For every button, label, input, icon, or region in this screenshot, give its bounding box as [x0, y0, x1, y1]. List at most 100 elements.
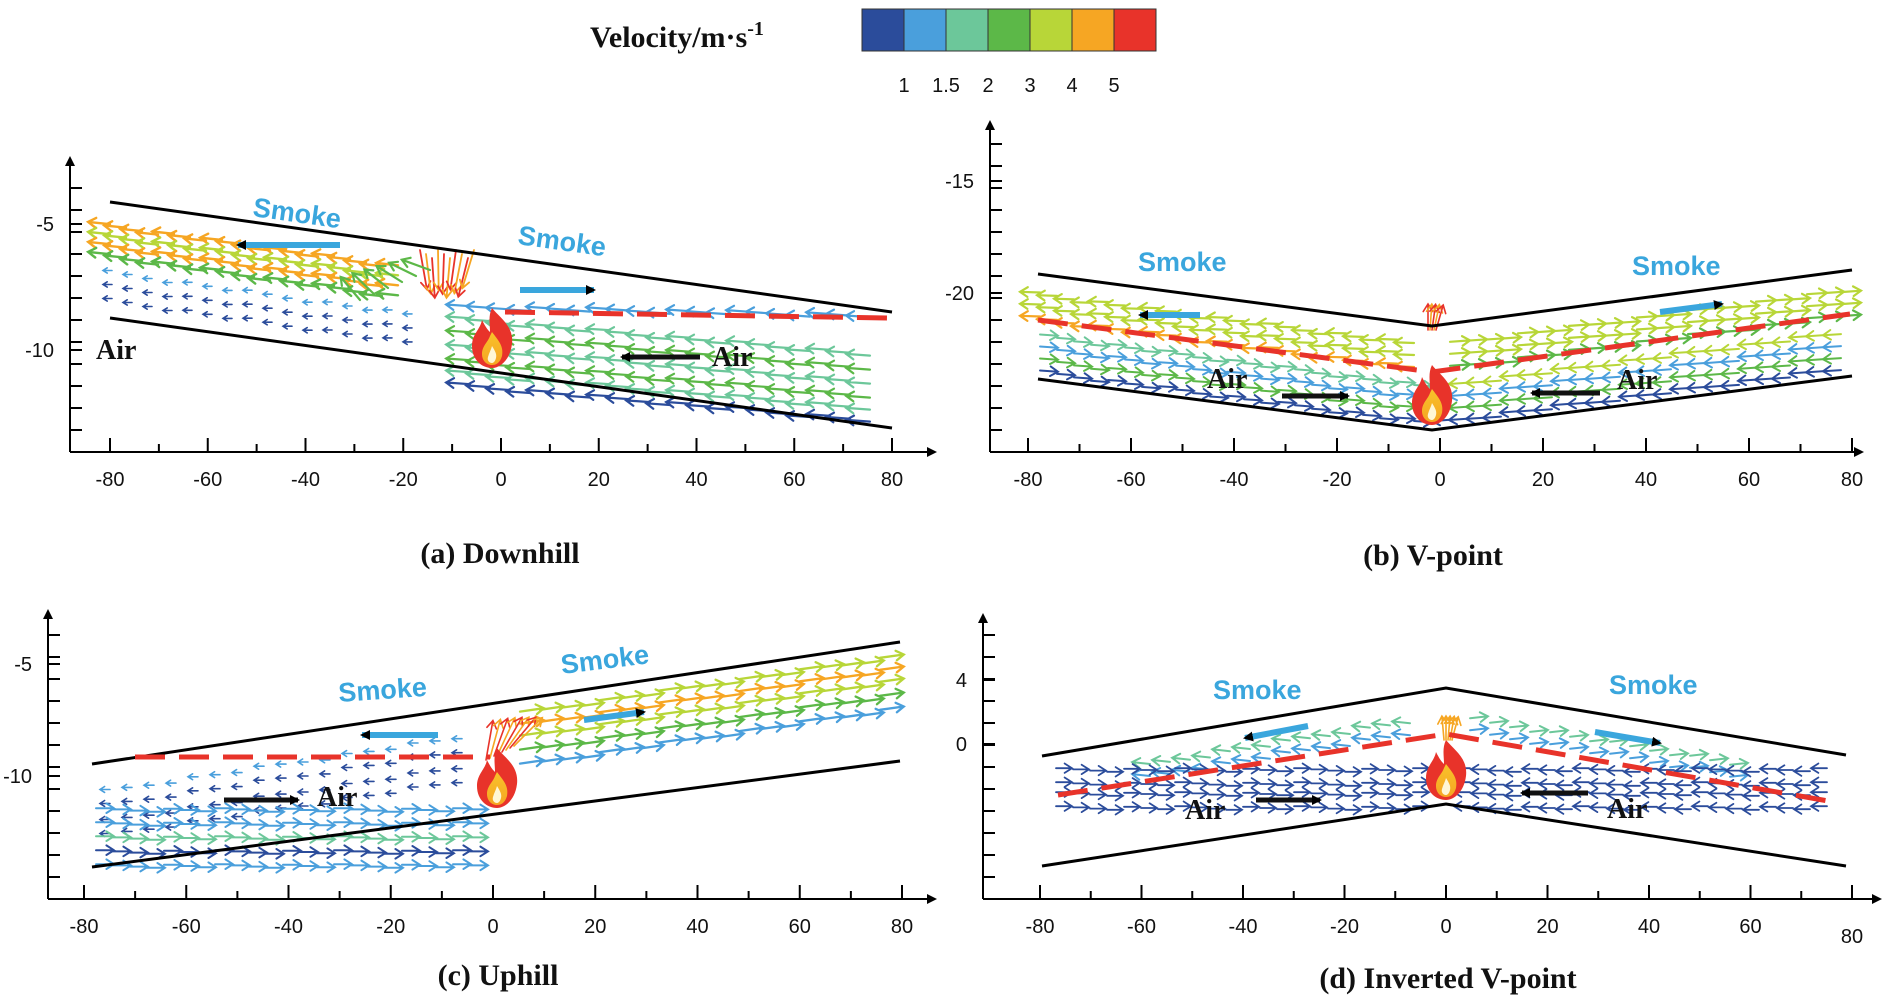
velocity-vector [544, 349, 572, 362]
velocity-vector [406, 739, 419, 747]
panel-uphill: -80 -60 -40 -20 0 20 40 60 80 -5 -10 Smoke Smoke A… [3, 609, 937, 992]
velocity-vector [1293, 800, 1312, 812]
velocity-vector [450, 779, 463, 787]
velocity-vector [1788, 292, 1813, 305]
velocity-vector [384, 834, 405, 846]
velocity-vector [504, 385, 532, 398]
velocity-vector [1554, 779, 1573, 791]
velocity-vector [1158, 381, 1179, 393]
velocity-vector [1486, 789, 1505, 801]
velocity-vector [1276, 803, 1295, 815]
velocity-vector [401, 859, 422, 871]
velocity-vector [197, 833, 218, 845]
velocity-vector [1090, 339, 1111, 352]
velocity-vector [1175, 372, 1196, 385]
velocity-vector [524, 332, 552, 345]
velocity-vector [428, 781, 441, 789]
velocity-vector [450, 253, 463, 295]
velocity-vector [1055, 762, 1074, 774]
velocity-vector [1226, 390, 1247, 403]
panel-a-tunnel-floor [109, 316, 893, 430]
velocity-vector [129, 818, 150, 831]
velocity-vector [1170, 752, 1191, 765]
velocity-vector [1719, 343, 1740, 356]
velocity-vector [1737, 312, 1762, 324]
velocity-vector [469, 845, 490, 858]
velocity-vector [484, 371, 512, 383]
velocity-vector [1520, 777, 1539, 789]
legend-tick-label: 4 [1066, 75, 1077, 97]
velocity-vector [384, 862, 405, 874]
velocity-vector [664, 344, 692, 357]
velocity-vector [186, 773, 199, 781]
velocity-vector [1515, 393, 1536, 405]
velocity-vector [1362, 373, 1383, 386]
velocity-vector [1396, 376, 1417, 389]
velocity-vector [1589, 746, 1610, 758]
velocity-vector [435, 805, 456, 817]
velocity-vector [435, 861, 456, 873]
velocity-vector [1481, 399, 1502, 412]
velocity-vector [1707, 787, 1726, 799]
velocity-vector [1068, 296, 1093, 309]
velocity-vector [274, 790, 287, 798]
velocity-vector [744, 392, 772, 404]
panel-a-axes: -80 -60 -40 -20 0 20 40 60 80 -5 -10 [25, 156, 937, 491]
panel-a-air-label-right: Air [712, 342, 752, 373]
velocity-vector [1225, 804, 1244, 816]
velocity-vector [1464, 376, 1485, 389]
velocity-vector [1034, 301, 1059, 314]
legend-swatch [1071, 8, 1115, 52]
velocity-vector [724, 335, 752, 347]
velocity-vector [112, 831, 133, 844]
velocity-vector [231, 803, 252, 816]
velocity-vector [362, 761, 375, 770]
velocity-vector [638, 712, 666, 725]
x-tick-label: 0 [1434, 469, 1445, 491]
velocity-vector [1792, 803, 1811, 815]
x-tick-label: 80 [1841, 469, 1863, 491]
velocity-vector [1208, 779, 1227, 791]
velocity-vector [1192, 364, 1213, 376]
velocity-vector [1106, 766, 1125, 778]
velocity-vector [146, 862, 167, 874]
velocity-vector [1669, 320, 1694, 333]
velocity-vector [1549, 362, 1570, 375]
velocity-vector [333, 802, 354, 814]
velocity-vector [1469, 711, 1490, 723]
velocity-vector [1150, 755, 1171, 767]
velocity-vector [1190, 750, 1211, 763]
velocity-vector [146, 834, 167, 846]
velocity-vector [1158, 357, 1179, 369]
velocity-vector [1668, 383, 1689, 395]
velocity-vector [509, 716, 537, 749]
velocity-vector [384, 806, 405, 818]
velocity-vector [1668, 359, 1689, 371]
velocity-vector [564, 366, 592, 379]
velocity-vector [469, 803, 490, 816]
velocity-vector [1622, 780, 1641, 792]
velocity-vector [296, 758, 309, 766]
x-tick-label: -40 [1220, 469, 1249, 491]
panel-b-velocity-vectors [1017, 285, 1864, 428]
velocity-vector [1395, 789, 1414, 801]
velocity-vector [1243, 358, 1264, 370]
velocity-vector [1306, 327, 1331, 340]
x-tick-label: -80 [96, 469, 125, 491]
velocity-vector [1396, 412, 1417, 425]
velocity-vector [1089, 803, 1108, 815]
velocity-vector [1294, 364, 1315, 376]
velocity-vector [524, 360, 552, 373]
velocity-vector [578, 749, 606, 762]
velocity-vector [1345, 406, 1366, 418]
velocity-vector [252, 762, 265, 770]
velocity-vector [248, 818, 269, 831]
velocity-vector [604, 326, 632, 338]
velocity-vector [778, 679, 806, 691]
velocity-vector [1770, 360, 1791, 372]
velocity-vector [221, 314, 233, 322]
velocity-vector [484, 383, 512, 395]
velocity-vector [1741, 766, 1760, 778]
panel-a-tunnel-ceiling [109, 200, 893, 314]
